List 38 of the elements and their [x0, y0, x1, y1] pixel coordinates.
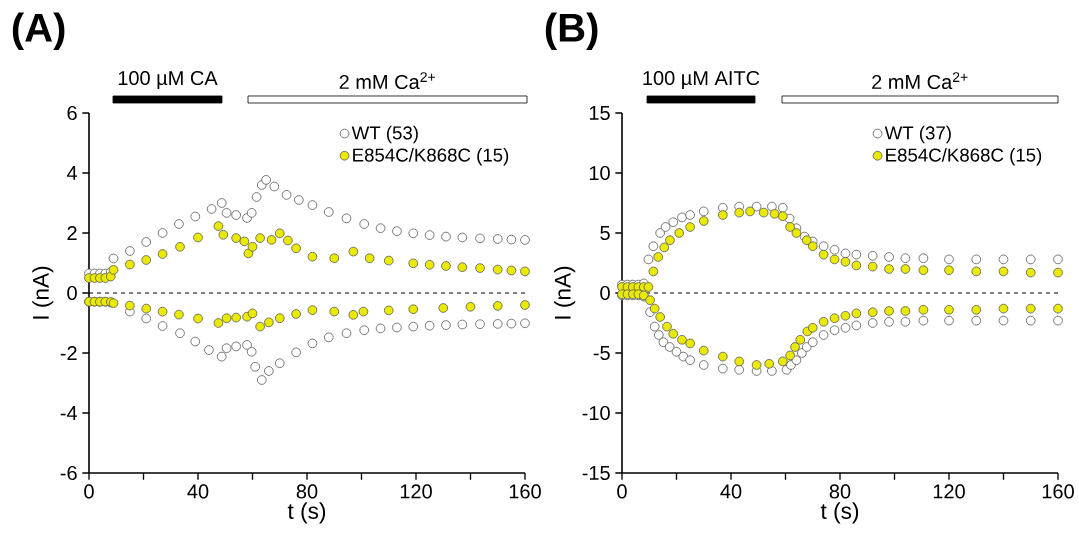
y-tick-label: 0 — [600, 285, 610, 301]
x-tick-label: 40 — [187, 484, 209, 499]
text: 2 mM Ca$^{2+}$ — [339, 72, 436, 90]
y-tick-label: -15 — [582, 466, 610, 480]
x-tick-label: 120 — [933, 484, 965, 499]
chart-title: (B) — [545, 12, 598, 50]
x-axis-title: t (s) — [820, 502, 859, 524]
x-tick-label: 80 — [296, 484, 318, 499]
legend-label: WT (37) — [884, 125, 951, 144]
y-axis-title: I (nA) — [554, 266, 576, 319]
y-tick-label: 6 — [67, 105, 77, 121]
y-tick-label: 0 — [67, 285, 77, 301]
y-tick-label: 10 — [589, 165, 610, 181]
text: 100 µM CA — [118, 70, 218, 90]
x-tick-label: 160 — [509, 484, 541, 499]
x-tick-label: 0 — [84, 484, 94, 499]
legend-label: E854C/K868C (15) — [353, 147, 509, 166]
x-axis-title: t (s) — [287, 502, 326, 524]
y-tick-label: -6 — [60, 465, 77, 481]
y-tick-label: -5 — [593, 346, 610, 360]
x-tick-label: 120 — [400, 484, 432, 499]
legend-label: E854C/K868C (15) — [886, 147, 1042, 166]
x-tick-label: 160 — [1042, 484, 1074, 499]
y-axis-title: I (nA) — [32, 266, 54, 319]
y-tick-label: 15 — [589, 106, 610, 120]
x-tick-label: 40 — [720, 484, 742, 499]
text: 2 mM Ca$^{2+}$ — [872, 72, 968, 90]
y-tick-label: -2 — [60, 346, 77, 360]
x-tick-label: 0 — [617, 484, 627, 499]
y-tick-label: 4 — [66, 166, 78, 180]
x-tick-label: 80 — [829, 484, 851, 499]
y-tick-label: 2 — [67, 226, 77, 240]
y-tick-label: -4 — [60, 406, 78, 420]
y-tick-label: 5 — [600, 226, 610, 240]
text: 100 µM AITC — [643, 70, 760, 90]
legend-label: WT (53) — [351, 125, 418, 144]
chart-title: (A) — [12, 12, 65, 50]
y-tick-label: -10 — [582, 405, 610, 421]
